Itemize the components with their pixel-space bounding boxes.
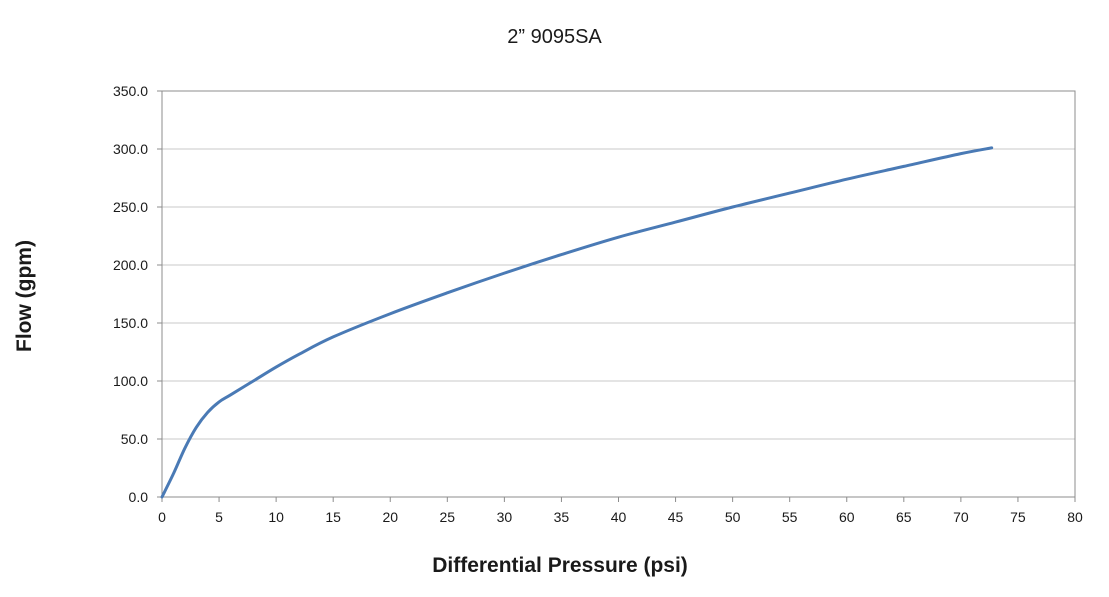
y-tick-label: 0.0 xyxy=(129,489,149,505)
x-tick-label: 25 xyxy=(440,509,456,525)
x-tick-label: 20 xyxy=(382,509,398,525)
y-tick-label: 100.0 xyxy=(113,373,148,389)
axis-ticks: 0.0 50.0 100.0 150.0 200.0 250.0 300.0 350.0 0 5 1… xyxy=(113,83,1083,525)
y-tick-label: 350.0 xyxy=(113,83,148,99)
x-tick-label: 70 xyxy=(953,509,969,525)
x-tick-label: 75 xyxy=(1010,509,1026,525)
grid-lines xyxy=(162,148,1075,440)
x-tick-label: 15 xyxy=(325,509,341,525)
chart-title: 2” 9095SA xyxy=(507,26,602,48)
y-tick-label: 300.0 xyxy=(113,141,148,157)
x-tick-label: 5 xyxy=(215,509,223,525)
x-tick-label: 65 xyxy=(896,509,912,525)
y-tick-label: 50.0 xyxy=(121,431,148,447)
x-tick-label: 60 xyxy=(839,509,855,525)
y-tick-label: 200.0 xyxy=(113,257,148,273)
x-tick-label: 35 xyxy=(554,509,570,525)
x-tick-label: 50 xyxy=(725,509,741,525)
x-tick-label: 80 xyxy=(1067,509,1083,525)
series-layer xyxy=(160,146,994,499)
x-tick-label: 45 xyxy=(668,509,684,525)
x-tick-label: 55 xyxy=(782,509,798,525)
y-tick-label: 150.0 xyxy=(113,315,148,331)
x-tick-label: 0 xyxy=(158,509,166,525)
y-axis-label: Flow (gpm) xyxy=(13,240,36,352)
x-tick-label: 40 xyxy=(611,509,627,525)
x-tick-label: 10 xyxy=(268,509,284,525)
plot-area xyxy=(161,90,1076,498)
series-line-0 xyxy=(160,146,994,499)
x-tick-label: 30 xyxy=(497,509,513,525)
y-tick-label: 250.0 xyxy=(113,199,148,215)
x-axis-label: Differential Pressure (psi) xyxy=(432,554,688,577)
